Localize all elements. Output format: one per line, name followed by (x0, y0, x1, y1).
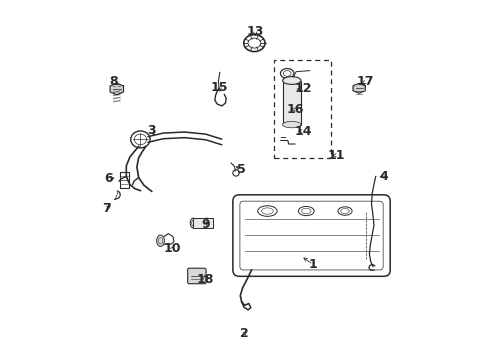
Text: 10: 10 (163, 242, 181, 255)
Bar (282, 81, 300, 125)
Text: 3: 3 (146, 124, 155, 137)
Text: 11: 11 (327, 149, 344, 162)
Text: 14: 14 (294, 125, 312, 138)
FancyBboxPatch shape (187, 268, 205, 284)
Text: 4: 4 (379, 170, 387, 183)
Text: 16: 16 (286, 103, 304, 116)
Polygon shape (352, 83, 365, 93)
Text: 17: 17 (356, 76, 373, 89)
Ellipse shape (190, 218, 196, 228)
Bar (273, 60, 330, 158)
Ellipse shape (282, 121, 300, 128)
Text: 9: 9 (201, 217, 209, 231)
Text: 18: 18 (196, 273, 213, 286)
Bar (120, 172, 129, 188)
FancyBboxPatch shape (232, 195, 389, 276)
Text: 12: 12 (294, 82, 312, 95)
Ellipse shape (203, 218, 209, 228)
Text: 2: 2 (240, 327, 248, 340)
Text: 1: 1 (308, 258, 317, 271)
Polygon shape (110, 83, 123, 95)
Text: 15: 15 (211, 81, 228, 94)
Text: 13: 13 (246, 25, 263, 38)
Bar (192, 218, 213, 228)
Text: 6: 6 (104, 172, 113, 185)
Text: 8: 8 (109, 75, 118, 88)
Ellipse shape (282, 77, 300, 84)
Text: 7: 7 (102, 202, 111, 215)
Ellipse shape (156, 235, 164, 246)
Text: 5: 5 (236, 163, 245, 176)
